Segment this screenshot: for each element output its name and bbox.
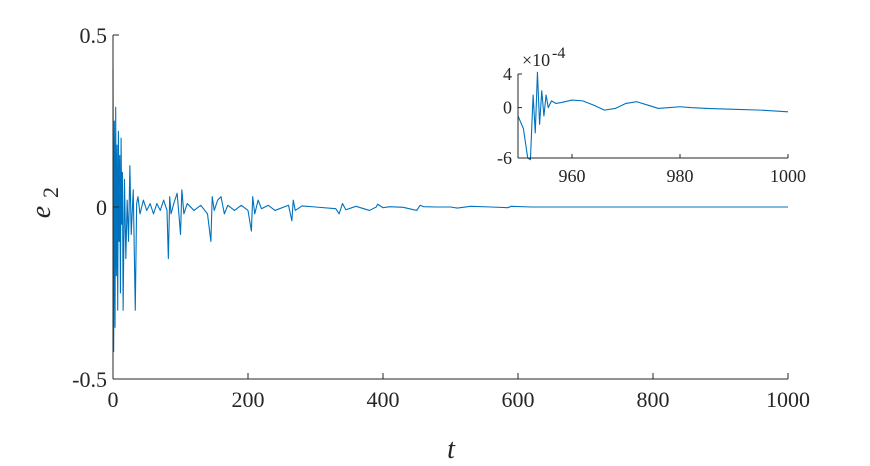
inset-x-tick-label: 960 (559, 166, 586, 186)
main-y-tick-label: 0.5 (80, 23, 108, 48)
inset-x-tick-label: 1000 (770, 166, 806, 186)
main-series-group (112, 69, 788, 353)
inset-exponent-base: ×10 (522, 50, 550, 70)
inset-background (518, 74, 788, 158)
y-axis-label-subscript: 2 (38, 187, 63, 198)
main-series-line-0 (112, 69, 788, 353)
main-y-tick-label: 0 (96, 195, 107, 220)
inset-series-line-0 (517, 71, 789, 161)
main-x-tick-label: 0 (108, 387, 119, 412)
main-y-ticks: -0.5 0 0.5 (72, 23, 119, 392)
main-x-tick-label: 800 (637, 387, 670, 412)
main-plot: 0 200 400 600 800 1000 -0.500.5 t e 2 (26, 23, 810, 465)
inset-exponent-label: ×10 -4 (522, 45, 565, 70)
inset-x-ticks: 960 980 1000 (559, 154, 806, 186)
y-axis-label: e 2 (26, 187, 63, 218)
y-axis-label-base: e (26, 206, 57, 218)
inset-y-tick-label: 4 (503, 64, 512, 84)
main-x-tick-label: 200 (232, 387, 265, 412)
inset-exponent-power: -4 (552, 45, 565, 62)
inset-plot: 960 980 1000 -6 0 4 ×10 -4 (497, 45, 806, 186)
inset-y-ticks: -6 0 4 (497, 64, 522, 168)
inset-y-tick-label: 0 (503, 98, 512, 118)
main-y-tick-label: -0.5 (72, 367, 107, 392)
inset-series-group (517, 71, 789, 161)
x-axis-label: t (447, 434, 456, 465)
main-x-tick-label: 400 (367, 387, 400, 412)
main-x-ticks: 0 200 400 600 800 1000 (108, 373, 810, 412)
main-x-tick-label: 1000 (766, 387, 810, 412)
inset-x-tick-label: 980 (667, 166, 694, 186)
main-x-tick-label: 600 (502, 387, 535, 412)
inset-y-tick-label: -6 (497, 148, 512, 168)
